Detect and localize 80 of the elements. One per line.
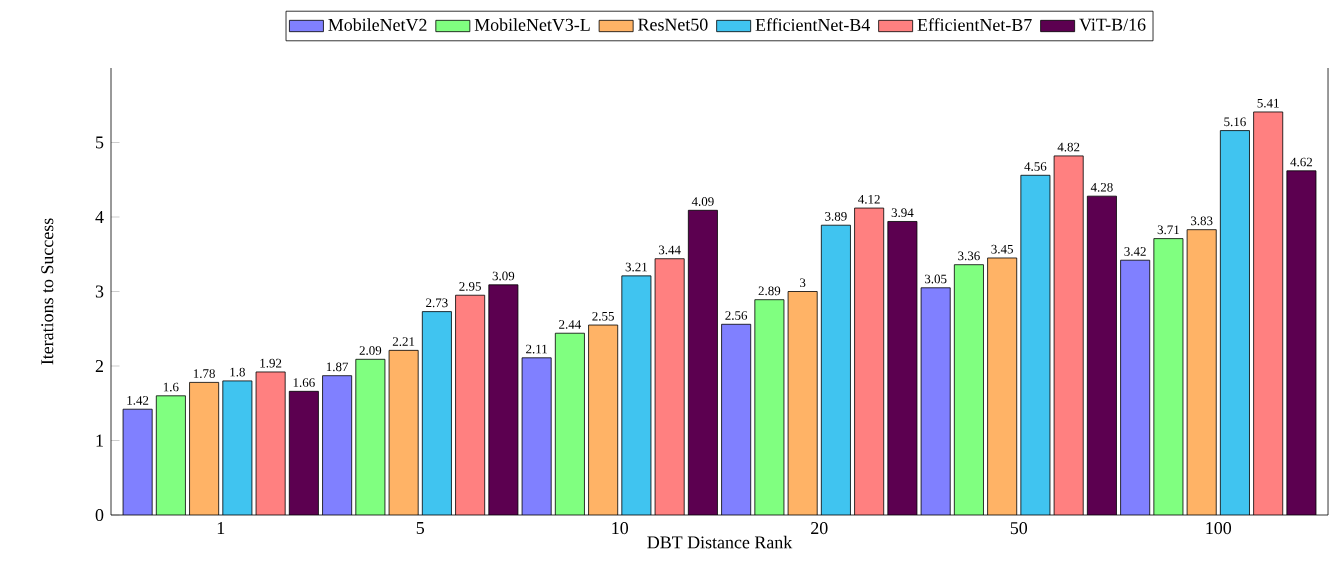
x-tick-label: 50 [1010, 522, 1028, 535]
data-label: 4.62 [1290, 157, 1313, 167]
y-tick-label: 3 [95, 285, 104, 298]
data-label: 4.28 [1090, 182, 1113, 192]
data-label: 3.44 [658, 245, 681, 255]
bar [522, 357, 552, 515]
data-label: 3.05 [924, 274, 947, 284]
data-label: 2.55 [592, 311, 614, 321]
data-label: 2.44 [559, 320, 582, 329]
legend-label: ViT-B/16 [1079, 18, 1146, 31]
data-label: 1.92 [260, 358, 282, 368]
data-label: 1.87 [326, 362, 349, 372]
x-tick-label: 100 [1206, 522, 1232, 535]
legend-label: ResNet50 [638, 18, 708, 31]
bar [1286, 170, 1317, 515]
data-label: 3.09 [492, 271, 515, 281]
data-label: 1.78 [193, 369, 215, 378]
bar [655, 258, 685, 515]
x-tick-label: 5 [416, 522, 425, 534]
legend-label: MobileNetV3-L [474, 18, 590, 32]
bar [754, 299, 784, 515]
data-label: 3.89 [825, 212, 847, 221]
data-label: 3.42 [1124, 247, 1146, 256]
y-tick-label: 0 [95, 508, 104, 522]
data-label: 3.94 [891, 208, 914, 218]
data-label: 2.89 [758, 286, 781, 296]
bar [455, 295, 485, 515]
bar [123, 409, 153, 515]
bar [289, 391, 319, 515]
data-label: 3 [800, 278, 806, 288]
data-label: 3.21 [625, 262, 647, 272]
legend-label: EfficientNet-B4 [755, 18, 870, 31]
bar [1054, 155, 1084, 515]
bar [1153, 238, 1184, 515]
data-label: 2.73 [426, 298, 448, 308]
y-tick-label: 2 [95, 360, 103, 372]
data-label: 1.42 [127, 396, 149, 405]
bar [854, 208, 884, 515]
data-label: 4.09 [691, 197, 714, 206]
data-label: 2.09 [359, 346, 382, 355]
data-label: 2.21 [392, 337, 415, 346]
data-label: 5.41 [1257, 98, 1279, 108]
x-tick-label: 20 [811, 522, 828, 535]
legend-label: MobileNetV2 [328, 18, 427, 32]
data-label: 4.82 [1057, 142, 1080, 152]
y-tick-label: 4 [95, 211, 104, 223]
x-tick-label: 10 [612, 522, 629, 535]
data-label: 3.71 [1157, 225, 1179, 235]
bar [555, 333, 585, 515]
data-label: 1.8 [230, 367, 245, 377]
y-axis-title: Iterations to Success [41, 218, 54, 365]
bar [688, 210, 718, 515]
data-label: 3.45 [991, 244, 1013, 254]
bar [921, 287, 951, 515]
x-tick-label: 1 [217, 522, 225, 534]
data-label: 2.95 [459, 282, 481, 291]
y-tick-label: 1 [96, 434, 103, 447]
data-label: 3.36 [958, 251, 980, 261]
data-label: 1.66 [293, 378, 315, 387]
legend-label: EfficientNet-B7 [917, 18, 1032, 31]
bar [1087, 196, 1117, 515]
bar [355, 359, 385, 515]
data-label: 4.56 [1024, 162, 1047, 171]
bar [887, 221, 917, 515]
data-label: 1.6 [163, 382, 179, 392]
bar [1120, 259, 1151, 515]
data-label: 4.12 [858, 194, 880, 204]
bar [322, 375, 352, 515]
bar [721, 324, 751, 515]
bar [488, 284, 518, 515]
bar [1253, 111, 1284, 515]
data-label: 2.11 [526, 344, 547, 354]
bar [256, 371, 286, 515]
data-label: 3.83 [1190, 216, 1213, 226]
bar [156, 395, 186, 515]
y-tick-label: 5 [96, 136, 104, 149]
bar [954, 264, 984, 515]
x-axis-title: DBT Distance Rank [647, 535, 793, 549]
data-label: 2.56 [725, 311, 748, 320]
data-label: 5.16 [1224, 117, 1246, 127]
